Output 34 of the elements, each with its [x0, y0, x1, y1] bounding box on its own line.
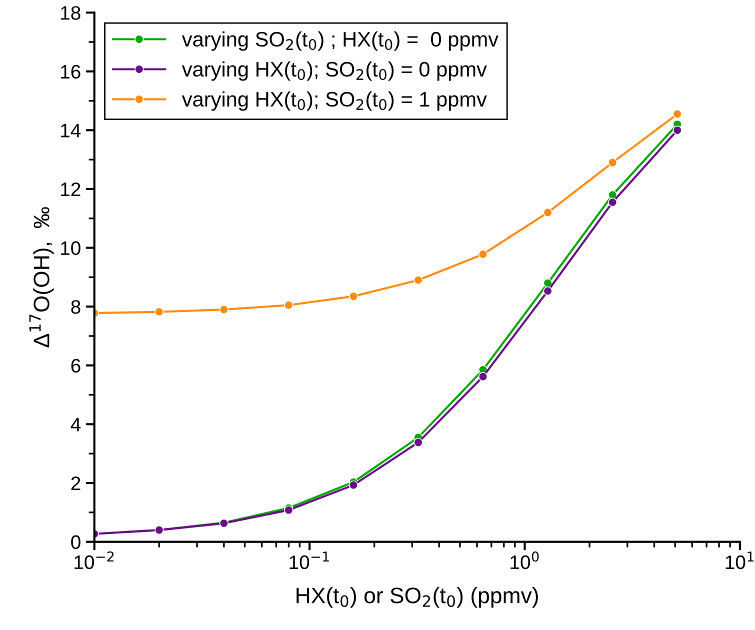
legend-label: varying HX(t$_{0}$); SO$_{2}$(t$_{0}$) = 1 ppmv [182, 91, 487, 111]
point [478, 372, 488, 382]
legend-label: varying HX(t$_{0}$); SO$_{2}$(t$_{0}$) = 0 ppmv [182, 61, 487, 81]
point [672, 109, 682, 119]
y-axis-title: Δ$^{17}$O(OH), ‰ [29, 207, 54, 348]
point [543, 208, 552, 218]
point [219, 304, 229, 314]
y-tick-label: 4 [70, 418, 81, 432]
point [478, 250, 488, 259]
point [543, 286, 552, 296]
y-tick-label: 6 [71, 358, 80, 373]
x-tick-label: 10$^{0}$ [510, 551, 539, 570]
y-tick-label: 0 [71, 535, 80, 550]
point [608, 198, 618, 207]
x-axis-title: HX(t$_{0}$) or SO$_{2}$(t$_{0}$) (ppmv) [296, 587, 538, 608]
point [414, 276, 423, 285]
point [154, 307, 164, 316]
point [348, 480, 358, 490]
y-tick-label: 16 [61, 64, 80, 79]
y-tick-label: 18 [61, 6, 80, 20]
y-tick-label: 12 [61, 182, 80, 196]
point [608, 158, 618, 168]
x-tick-label: 10$^{1}$ [726, 552, 754, 570]
point [284, 300, 294, 310]
point [672, 126, 682, 135]
legend-label: varying SO$_{2}$(t$_{0}$) ; HX(t$_{0}$) = 0 ppmv [182, 31, 498, 51]
y-tick-label: 8 [71, 300, 80, 314]
point [348, 292, 358, 301]
x-tick-label: 10$^{−1}$ [290, 552, 329, 570]
x-tick-label: 10$^{−2}$ [74, 551, 114, 570]
y-tick-label: 14 [61, 124, 81, 138]
y-tick-label: 2 [71, 476, 80, 490]
y-tick-label: 10 [61, 241, 80, 256]
point [414, 438, 423, 448]
